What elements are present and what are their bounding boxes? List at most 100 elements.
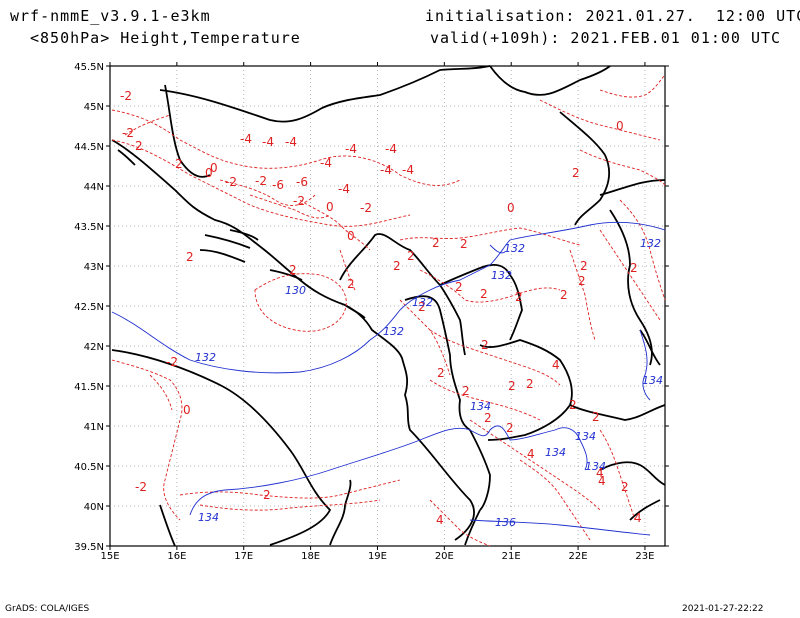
temperature-contour-label: 4 (596, 466, 604, 480)
temp-contour (429, 499, 491, 547)
lat-label: 40.5N (74, 462, 104, 473)
lat-label: 39.5N (74, 542, 104, 553)
temperature-labels: -22-2 -4 -4 -4-4-4 -4-4-2 -6 -6 -4-2-4-2 00-2200… (120, 89, 642, 527)
temperature-contour-label: -2 (120, 89, 132, 103)
temperature-contour-label: -2 (122, 126, 134, 140)
temperature-contour-label: 2 (432, 236, 440, 250)
lat-label: 43.5N (74, 222, 104, 233)
temperature-contour-label: 2 (347, 277, 355, 291)
lat-label: 40N (84, 502, 104, 513)
temp-contour (149, 374, 173, 411)
peljesac (269, 269, 303, 281)
axis-ticks: 45.5N 45N 44.5N 44N 43.5N 43N 42.5N 42N 41.5N 41N… (74, 62, 669, 562)
temp-contour (254, 273, 347, 332)
height-contour-label: 134 (585, 460, 606, 473)
temperature-contour-label: 0 (205, 166, 213, 180)
border-greece-bg (569, 404, 666, 421)
temperature-contour-label: 2 (175, 157, 183, 171)
border-serbia-romania (559, 111, 611, 226)
temp-contour (429, 379, 541, 421)
height-contour-label: 134 (198, 511, 219, 524)
coastline-italy-heel (329, 479, 352, 546)
temp-contour (519, 459, 591, 541)
temperature-contour-label: 2 (455, 280, 463, 294)
temperature-contour-label: 2 (263, 488, 271, 502)
temperature-contour-label: -6 (272, 178, 284, 192)
temperature-contour-label: 2 (186, 250, 194, 264)
temperature-contour-label: 2 (418, 300, 426, 314)
height-labels: 130 132 132 132 132 132 132 134 134 134 134 134 136 1… (195, 237, 663, 529)
footer-credit: GrADS: COLA/IGES (5, 604, 90, 614)
temp-contour (599, 74, 666, 98)
coastline-calabria (159, 504, 176, 547)
lon-label: 20E (435, 551, 454, 562)
lon-label: 22E (569, 551, 588, 562)
model-title: wrf-nmmE_v3.9.1-e3km (10, 7, 211, 25)
lat-label: 41N (84, 422, 104, 433)
temp-contour (111, 109, 461, 186)
lat-label: 41.5N (74, 382, 104, 393)
lat-label: 43N (84, 262, 104, 273)
height-contour-label: 134 (545, 446, 566, 459)
border-bosnia (164, 84, 211, 178)
island-hvar (199, 249, 246, 263)
border-serbia-bg (609, 209, 653, 366)
init-time: initialisation: 2021.01.27. 12:00 UTC (425, 7, 800, 25)
temperature-contour-label: -6 (296, 175, 308, 189)
temperature-contour-label: 0 (507, 201, 515, 215)
lon-label: 18E (301, 551, 320, 562)
lat-label: 45N (84, 102, 104, 113)
height-contour-label: 132 (383, 325, 404, 338)
temperature-contour-label: 4 (598, 474, 606, 488)
footer-timestamp: 2021-01-27-22:22 (682, 604, 764, 614)
height-contour (111, 221, 666, 374)
temperature-contour-label: -2 (166, 355, 178, 369)
temperature-contour-label: 2 (578, 274, 586, 288)
coastlines (111, 65, 666, 547)
border-montenegro (339, 233, 466, 356)
border-north (159, 65, 491, 123)
temperature-contour-label: 2 (572, 166, 580, 180)
height-contour (469, 519, 651, 536)
temperature-contour-label: 4 (527, 447, 535, 461)
level-field-title: <850hPa> Height,Temperature (30, 29, 301, 47)
temperature-contour-label: 2 (481, 338, 489, 352)
map-frame (109, 65, 666, 547)
height-contour-label: 132 (195, 351, 216, 364)
temperature-contour-label: 2 (393, 259, 401, 273)
height-contour-label: 134 (575, 430, 596, 443)
island-korcula (204, 234, 251, 249)
temperature-contour-label: -2 (135, 480, 147, 494)
height-contour (489, 244, 506, 254)
height-contour-label: 132 (491, 269, 512, 282)
temp-contour (199, 499, 381, 511)
temp-contour (111, 359, 183, 521)
border-bulgaria-east (639, 329, 661, 366)
temperature-contour-label: 2 (460, 237, 468, 251)
lat-label: 42.5N (74, 302, 104, 313)
temperature-contour-label: 2 (462, 384, 470, 398)
coastline-adriatic-east (111, 139, 475, 541)
temperature-contour-label: 0 (616, 119, 624, 133)
coastline-chalkidiki (629, 499, 661, 521)
height-contour (639, 329, 651, 401)
temperature-contour-label: 2 (437, 366, 445, 380)
lon-label: 15E (100, 551, 119, 562)
island-brac (229, 229, 259, 241)
height-contour-label: 136 (495, 516, 516, 529)
temperature-contour-label: -4 (402, 163, 414, 177)
lat-label: 42N (84, 342, 104, 353)
temperature-contour-label: -4 (320, 156, 332, 170)
temperature-contour-label: -4 (262, 135, 274, 149)
height-contour-label: 134 (470, 400, 491, 413)
height-contour (189, 425, 588, 516)
coastline-aegean (599, 461, 666, 486)
height-contour-label: 130 (285, 284, 306, 297)
temperature-contour-label: 2 (592, 410, 600, 424)
temperature-contour-label: 2 (289, 263, 297, 277)
lon-label: 17E (234, 551, 253, 562)
coastline-italy (111, 349, 332, 546)
temperature-contour-label: 4 (552, 358, 560, 372)
temperature-contour-label: -4 (285, 135, 297, 149)
